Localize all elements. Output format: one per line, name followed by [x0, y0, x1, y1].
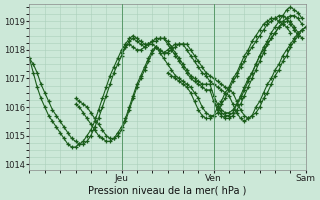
- X-axis label: Pression niveau de la mer( hPa ): Pression niveau de la mer( hPa ): [88, 186, 247, 196]
